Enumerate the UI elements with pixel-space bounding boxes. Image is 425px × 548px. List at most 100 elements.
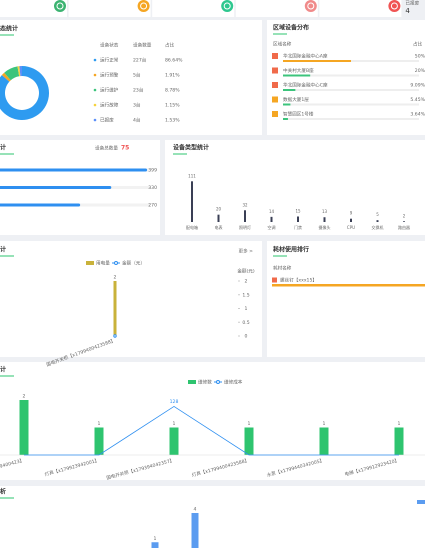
bar-label: 15 <box>295 209 301 214</box>
panel-title: 设备状态统计 <box>0 25 18 33</box>
panel-title: 设备统计 <box>0 144 6 152</box>
bar <box>151 542 159 548</box>
bar-label: 4 <box>194 507 197 513</box>
bar-label: 399 <box>148 168 157 174</box>
bar <box>394 427 404 455</box>
status-name: 运行故障 <box>100 102 119 109</box>
stat-card <box>68 0 151 17</box>
stat-icon <box>221 0 234 12</box>
donut-slice <box>4 66 20 81</box>
status-share: 1.53% <box>165 118 180 124</box>
status-count: 227台 <box>133 57 147 64</box>
status-count: 3台 <box>133 102 141 109</box>
donut-slice <box>19 65 22 77</box>
bar <box>0 186 112 189</box>
x-tick-label: 摄像头 <box>319 224 331 230</box>
table-header: 设备状态 <box>100 42 119 49</box>
bar <box>191 513 199 548</box>
panel <box>0 486 425 548</box>
bar <box>0 168 148 172</box>
stat-card <box>0 0 67 17</box>
status-share: 8.78% <box>165 88 180 94</box>
table-header: 占比 <box>165 42 175 49</box>
bar-label: 330 <box>148 185 157 191</box>
bar <box>272 284 425 287</box>
bar <box>297 216 299 222</box>
bar-track <box>283 89 419 91</box>
region-icon <box>272 53 278 59</box>
bar <box>94 427 104 455</box>
legend-swatch <box>188 380 196 384</box>
stat-card <box>319 0 402 17</box>
y-tick-label: 0.5 <box>242 320 249 326</box>
stat-icon <box>137 0 150 12</box>
status-count: 23台 <box>133 87 144 94</box>
bar-label: 5 <box>376 212 379 217</box>
line <box>24 405 399 456</box>
y-tick-label: 0 <box>245 334 248 340</box>
bar-label: 2 <box>403 213 406 218</box>
line-point <box>113 334 117 338</box>
x-tick-label: 空调 <box>268 224 276 230</box>
region-share: 5.45% <box>410 97 425 103</box>
x-tick-label: 交换机 <box>372 224 384 230</box>
panel <box>267 241 425 357</box>
panel-title: 设备分析 <box>0 488 6 496</box>
stat-icon-inner <box>56 2 64 10</box>
region-name: 智慧园区1号楼 <box>283 111 314 118</box>
region-icon <box>272 96 278 103</box>
point-label: 128 <box>170 399 179 405</box>
status-name: 已报废 <box>100 117 114 124</box>
region-icon <box>272 67 278 74</box>
bar-track <box>283 74 419 77</box>
bar <box>270 216 273 222</box>
rank-icon <box>272 277 277 283</box>
bar-label: 2 <box>114 275 117 281</box>
status-count: 4台 <box>133 117 141 124</box>
bar <box>283 74 311 77</box>
bar-label: 270 <box>148 203 157 209</box>
bar <box>403 221 405 222</box>
stat-card <box>152 0 235 17</box>
status-name: 运行正常 <box>100 57 119 64</box>
legend-dot <box>93 58 97 62</box>
region-icon <box>272 111 278 117</box>
bar <box>350 218 352 222</box>
bar <box>283 60 351 62</box>
bar-label: 1 <box>248 421 251 427</box>
donut-slice <box>1 72 11 82</box>
bar-label: 14 <box>269 209 275 214</box>
bar-label: 13 <box>322 209 328 214</box>
bar-label: 32 <box>242 202 248 207</box>
legend-swatch <box>86 261 94 265</box>
x-tick-label: 门禁 <box>294 224 302 230</box>
item-name: 螺丝钉【xxx15】 <box>280 277 317 284</box>
x-tick-label: 配电箱 <box>186 224 198 230</box>
bar-label: 1 <box>98 421 101 427</box>
legend-label: 维修成本 <box>224 379 243 386</box>
bar-label: 2 <box>23 394 26 400</box>
bar <box>323 217 326 222</box>
bar <box>283 103 291 106</box>
legend-swatch <box>417 500 425 504</box>
panel <box>0 241 262 357</box>
stat-label: 已报废 <box>405 0 419 7</box>
bar <box>0 203 81 207</box>
more-link[interactable]: 更多 > <box>239 248 254 255</box>
stat-icon <box>54 0 66 12</box>
panel <box>267 20 425 135</box>
stat-card <box>235 0 318 17</box>
x-tick-label: 照明灯 <box>239 224 251 230</box>
stat-icon <box>304 0 317 12</box>
legend-dot <box>93 88 97 92</box>
stat-value: 4 <box>405 7 410 15</box>
bar <box>217 214 220 222</box>
region-share: 9.09% <box>410 83 425 89</box>
legend-label: 金额（元） <box>122 260 145 267</box>
bar <box>283 89 296 91</box>
panel-title: 用电统计 <box>0 246 6 254</box>
panel <box>165 140 425 235</box>
table-header: 设备数量 <box>133 42 152 49</box>
y-tick-label: 2 <box>245 279 248 285</box>
